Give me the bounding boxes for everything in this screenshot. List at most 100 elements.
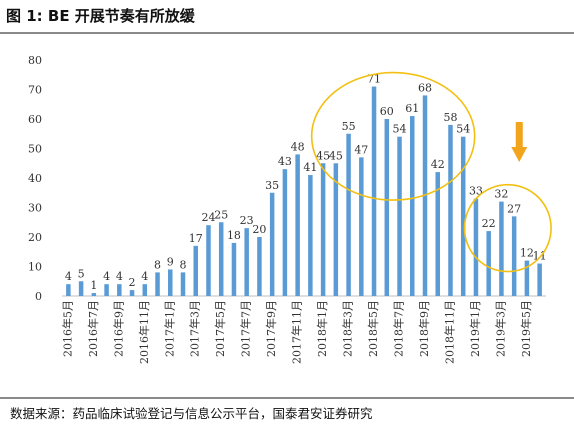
- x-tick-label: 2018年9月: [417, 300, 431, 357]
- x-tick-label: 2019年1月: [468, 300, 482, 357]
- bar-value-label: 4: [116, 270, 123, 283]
- bar: [486, 231, 491, 296]
- bar-value-label: 42: [431, 158, 445, 171]
- bar-value-label: 4: [141, 270, 148, 283]
- bar: [231, 242, 237, 296]
- bar-value-label: 22: [482, 217, 496, 230]
- footer-divider: [0, 397, 574, 399]
- bar: [473, 198, 479, 296]
- x-tick-label: 2017年11月: [290, 300, 304, 364]
- bar: [384, 119, 390, 296]
- bar: [320, 163, 326, 296]
- x-tick-label: 2016年11月: [137, 300, 151, 364]
- bar: [168, 269, 173, 296]
- bar: [66, 284, 71, 296]
- bar-value-label: 9: [167, 255, 174, 268]
- highlight-ellipse: [310, 71, 476, 201]
- bar: [333, 163, 339, 296]
- bar: [435, 172, 440, 296]
- bar: [371, 86, 377, 296]
- bar-value-label: 47: [354, 143, 368, 156]
- x-tick-label: 2017年3月: [188, 300, 202, 357]
- x-tick-label: 2017年5月: [213, 300, 227, 357]
- bar-value-label: 43: [278, 155, 292, 168]
- source-note: 数据来源：药品临床试验登记与信息公示平台，国泰君安证券研究: [10, 406, 373, 421]
- x-tick-label: 2018年3月: [341, 300, 355, 357]
- bar: [91, 293, 97, 296]
- x-tick-label: 2019年5月: [519, 300, 533, 357]
- x-tick-label: 2018年5月: [366, 300, 380, 357]
- bar-value-label: 23: [240, 214, 254, 227]
- bar: [155, 272, 160, 296]
- bar: [218, 222, 224, 296]
- bar: [180, 272, 186, 296]
- bar-value-label: 12: [520, 247, 534, 260]
- bar: [524, 260, 530, 296]
- bar-value-label: 27: [507, 202, 521, 215]
- chart-title: 图 1: BE 开展节奏有所放缓: [6, 7, 195, 25]
- bar: [308, 175, 313, 296]
- bar: [129, 290, 135, 296]
- bar: [511, 216, 517, 296]
- bar-value-label: 24: [201, 211, 215, 224]
- bar: [269, 192, 275, 296]
- bar: [460, 136, 466, 296]
- bar-value-label: 61: [405, 102, 419, 115]
- y-tick-label: 10: [28, 261, 42, 274]
- y-tick-label: 70: [28, 84, 42, 97]
- bar-value-label: 32: [494, 188, 508, 201]
- bar: [359, 157, 364, 296]
- bar: [537, 263, 542, 296]
- bar: [104, 284, 109, 296]
- down-arrow-icon: [511, 122, 528, 162]
- bar-value-label: 1: [90, 279, 97, 292]
- x-tick-label: 2019年3月: [493, 300, 507, 357]
- bar-value-label: 20: [252, 223, 266, 236]
- annotations: [310, 71, 552, 273]
- bar: [193, 245, 198, 296]
- bar-value-label: 35: [265, 179, 279, 192]
- y-tick-label: 40: [28, 172, 42, 185]
- bar-value-label: 45: [316, 149, 330, 162]
- y-tick-label: 50: [28, 143, 42, 156]
- bar-value-label: 5: [78, 267, 85, 280]
- bar: [142, 284, 148, 296]
- data-labels: 4 514 4 2 48 9 8172425182320354348414545554771…: [65, 73, 547, 292]
- x-tick-label: 2016年9月: [111, 300, 125, 357]
- bar: [410, 116, 415, 296]
- y-tick-label: 0: [35, 290, 42, 303]
- bar-value-label: 41: [303, 161, 317, 174]
- y-tick-label: 80: [28, 54, 42, 67]
- bar-value-label: 60: [380, 105, 394, 118]
- bar: [295, 154, 300, 296]
- x-tick-label: 2018年7月: [392, 300, 406, 357]
- bar: [244, 228, 249, 296]
- bar-value-label: 18: [227, 229, 241, 242]
- x-tick-label: 2018年1月: [315, 300, 329, 357]
- bar: [499, 201, 504, 296]
- bar-value-label: 25: [214, 208, 228, 221]
- bar-chart: 0 10 20 30 40 50 60 70 80 2016年5月 2016年7月 2016年9月 2…: [28, 54, 552, 364]
- x-tick-label: 2016年7月: [86, 300, 100, 357]
- bar-value-label: 71: [367, 73, 381, 86]
- x-tick-label: 2017年9月: [264, 300, 278, 357]
- bar: [448, 124, 453, 297]
- bar-value-label: 48: [291, 140, 305, 153]
- bar: [206, 225, 211, 296]
- y-tick-label: 20: [28, 231, 42, 244]
- bar-value-label: 4: [103, 270, 110, 283]
- bar-value-label: 2: [129, 276, 136, 289]
- bar: [117, 284, 122, 296]
- x-tick-label: 2017年1月: [162, 300, 176, 357]
- y-tick-label: 30: [28, 202, 42, 215]
- bar: [397, 136, 402, 296]
- bar: [346, 133, 351, 296]
- bar: [257, 237, 262, 296]
- bar-value-label: 68: [418, 81, 432, 94]
- x-tick-label: 2018年11月: [442, 300, 456, 364]
- x-tick-label: 2016年5月: [60, 300, 74, 357]
- y-axis: 0 10 20 30 40 50 60 70 80: [28, 54, 42, 303]
- bar-value-label: 17: [189, 232, 203, 245]
- bar-value-label: 54: [393, 123, 407, 136]
- bar-value-label: 33: [469, 185, 483, 198]
